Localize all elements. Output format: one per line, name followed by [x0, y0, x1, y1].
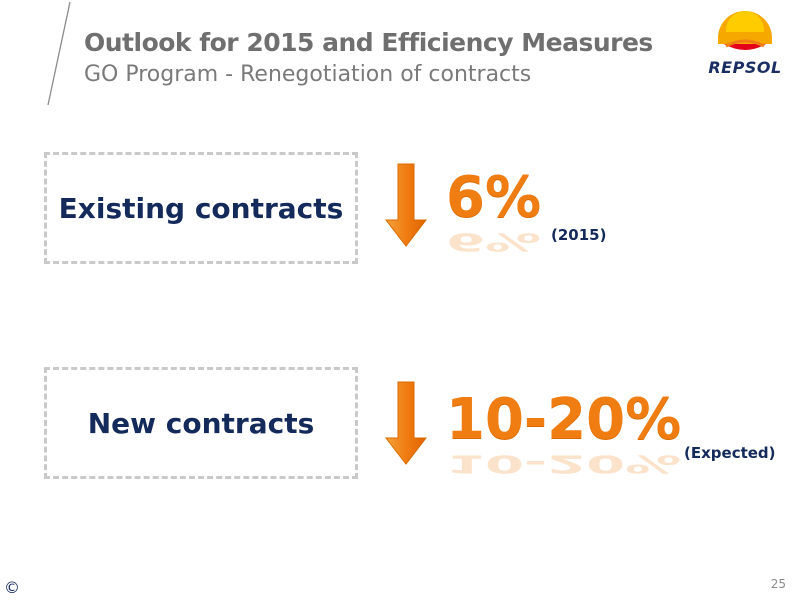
page-number: 25 [770, 577, 786, 591]
existing-contracts-note: (2015) [551, 226, 607, 244]
repsol-logo: REPSOL [700, 8, 790, 80]
page-title: Outlook for 2015 and Efficiency Measures [84, 28, 653, 57]
new-contracts-reduction: 10-20% [446, 387, 682, 452]
down-arrow-icon [384, 163, 428, 247]
down-arrow-icon [384, 381, 428, 465]
existing-contracts-reduction: 6% [446, 165, 542, 230]
existing-contracts-box: Existing contracts [44, 152, 358, 264]
existing-contracts-reduction-reflection: 6% [446, 227, 542, 257]
new-contracts-label: New contracts [87, 406, 315, 440]
logo-wordmark: REPSOL [708, 58, 782, 77]
new-contracts-reduction-reflection: 10-20% [446, 449, 682, 479]
new-contracts-note: (Expected) [684, 444, 776, 462]
repsol-logo-icon [718, 11, 772, 69]
copyright-mark: © [4, 578, 20, 597]
new-contracts-box: New contracts [44, 367, 358, 479]
page-subtitle: GO Program - Renegotiation of contracts [84, 62, 532, 87]
existing-contracts-label: Existing contracts [58, 191, 344, 225]
